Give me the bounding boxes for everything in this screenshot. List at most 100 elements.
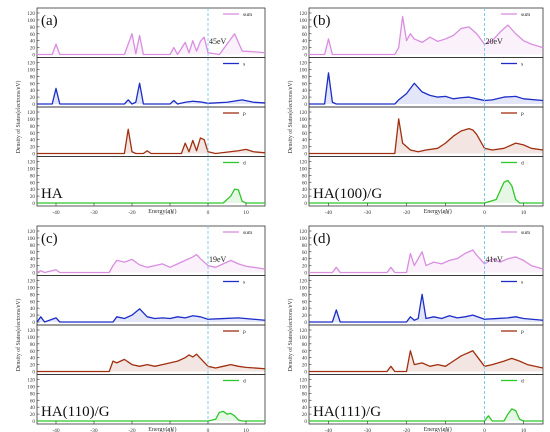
y-tick-label: 20 xyxy=(302,46,308,52)
y-tick-label: 20 xyxy=(30,313,36,319)
subplot-frame-p xyxy=(36,106,266,157)
y-tick-label: 120 xyxy=(27,229,35,235)
y-tick-label: 0 xyxy=(32,102,35,108)
y-tick-label: 100 xyxy=(27,18,35,24)
panel-label: (c) xyxy=(41,231,58,247)
legend-label-sum: sum xyxy=(243,12,253,18)
y-tick-label: 80 xyxy=(30,391,36,397)
y-tick-label: 0 xyxy=(304,53,307,59)
y-tick-label: 100 xyxy=(299,335,307,341)
y-tick-label: 60 xyxy=(302,32,308,38)
legend-label-p: p xyxy=(243,111,246,117)
y-tick-label: 20 xyxy=(30,264,36,270)
y-tick-label: 100 xyxy=(299,285,307,291)
y-tick-label: 0 xyxy=(304,419,307,425)
y-tick-label: 120 xyxy=(299,378,307,384)
y-tick-label: 120 xyxy=(27,61,35,67)
x-tick-label: -20 xyxy=(403,428,411,432)
y-tick-label: 60 xyxy=(302,299,308,305)
dos-area-d xyxy=(37,411,265,421)
legend-label-s: s xyxy=(243,62,245,68)
y-tick-label: 20 xyxy=(302,145,308,151)
dos-area-sum xyxy=(37,254,265,273)
dos-curve-p xyxy=(309,118,544,155)
y-tick-label: 120 xyxy=(27,279,35,285)
y-tick-label: 40 xyxy=(302,138,308,144)
y-tick-label: 120 xyxy=(299,279,307,285)
y-tick-label: 120 xyxy=(299,11,307,17)
y-tick-label: 80 xyxy=(30,173,36,179)
legend-label-p: p xyxy=(521,329,524,335)
y-tick-label: 120 xyxy=(299,328,307,334)
y-tick-label: 40 xyxy=(302,88,308,94)
dos-area-sum xyxy=(309,16,543,55)
y-tick-label: 0 xyxy=(304,320,307,326)
y-tick-label: 0 xyxy=(32,53,35,59)
x-tick-label: 10 xyxy=(243,210,249,216)
dos-curve-s xyxy=(309,293,544,323)
y-tick-label: 80 xyxy=(302,342,308,348)
subplot-frame-d xyxy=(36,156,266,207)
legend-label-d: d xyxy=(521,161,524,167)
dos-area-p xyxy=(309,118,543,154)
y-tick-label: 80 xyxy=(302,25,308,31)
y-tick-label: 60 xyxy=(302,131,308,137)
x-axis-label: Energy(eV) xyxy=(148,426,176,432)
y-tick-label: 40 xyxy=(302,356,308,362)
y-tick-label: 0 xyxy=(32,320,35,326)
dos-curve-sum xyxy=(309,15,544,56)
dos-curve-s xyxy=(36,308,266,323)
gap-annotation: 19eV xyxy=(209,255,227,264)
y-tick-label: 20 xyxy=(30,412,36,418)
dos-curve-sum xyxy=(309,249,544,274)
y-tick-label: 100 xyxy=(27,67,35,73)
y-tick-label: 120 xyxy=(27,378,35,384)
y-tick-label: 100 xyxy=(27,166,35,172)
dos-curve-s xyxy=(37,82,266,105)
dos-area-s xyxy=(309,72,543,104)
y-tick-label: 40 xyxy=(30,356,36,362)
y-tick-label: 0 xyxy=(304,102,307,108)
gap-annotation: 41eV xyxy=(486,255,504,264)
x-tick-label: 0 xyxy=(207,428,210,432)
y-tick-label: 60 xyxy=(30,131,36,137)
legend-label-s: s xyxy=(243,280,245,286)
y-tick-label: 100 xyxy=(27,285,35,291)
y-tick-label: 60 xyxy=(302,349,308,355)
y-tick-label: 40 xyxy=(302,306,308,312)
y-tick-label: 60 xyxy=(30,250,36,256)
y-tick-label: 20 xyxy=(302,95,308,101)
y-tick-label: 40 xyxy=(302,187,308,193)
dos-area-s xyxy=(309,294,543,322)
y-tick-label: 0 xyxy=(32,271,35,277)
y-tick-label: 100 xyxy=(299,384,307,390)
x-tick-label: -10 xyxy=(442,210,450,216)
x-axis-label: Energy(eV) xyxy=(148,208,176,215)
legend-label-p: p xyxy=(521,111,524,117)
y-tick-label: 100 xyxy=(27,384,35,390)
y-tick-label: 60 xyxy=(30,81,36,87)
y-tick-label: 0 xyxy=(32,201,35,207)
y-tick-label: 60 xyxy=(302,81,308,87)
dos-curve-p xyxy=(309,350,544,373)
y-tick-label: 0 xyxy=(304,271,307,277)
y-tick-label: 60 xyxy=(30,299,36,305)
y-tick-label: 100 xyxy=(27,335,35,341)
gap-annotation: 20eV xyxy=(486,37,504,46)
y-tick-label: 20 xyxy=(30,46,36,52)
y-tick-label: 60 xyxy=(302,398,308,404)
x-tick-label: -40 xyxy=(325,210,333,216)
legend-label-d: d xyxy=(243,379,246,385)
y-tick-label: 100 xyxy=(27,236,35,242)
dos-area-sum xyxy=(309,250,543,273)
y-tick-label: 40 xyxy=(30,39,36,45)
y-tick-label: 0 xyxy=(304,370,307,376)
y-tick-label: 60 xyxy=(30,32,36,38)
y-tick-label: 0 xyxy=(32,152,35,158)
y-tick-label: 80 xyxy=(302,243,308,249)
y-tick-label: 80 xyxy=(302,74,308,80)
x-tick-label: -10 xyxy=(166,210,174,216)
y-tick-label: 40 xyxy=(30,257,36,263)
y-tick-label: 80 xyxy=(30,74,36,80)
